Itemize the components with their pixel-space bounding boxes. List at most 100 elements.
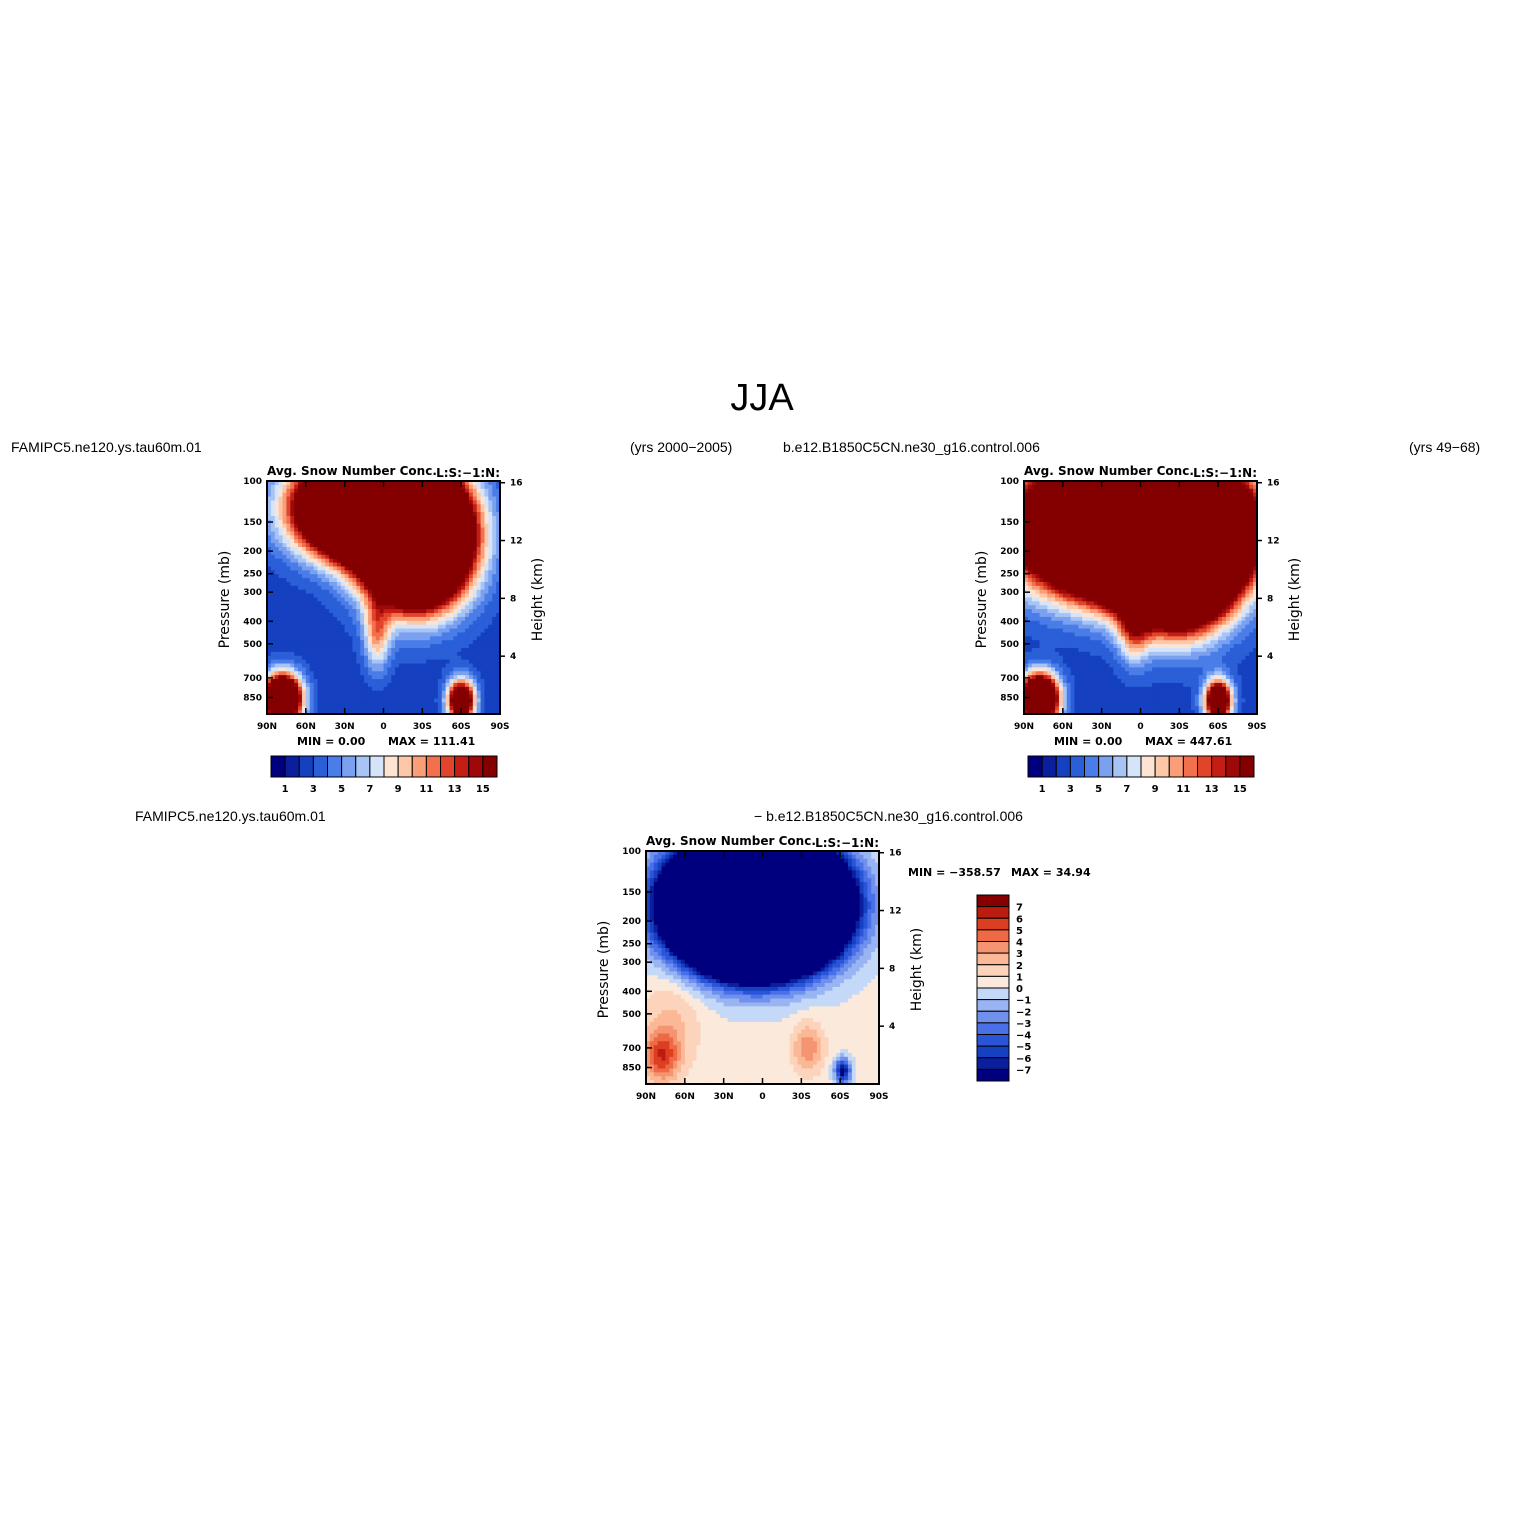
heatmap-cell xyxy=(414,481,420,486)
heatmap-cell xyxy=(480,620,486,626)
heatmap-cell xyxy=(395,519,400,525)
heatmap-cell xyxy=(1159,554,1165,560)
heatmap-cell xyxy=(1121,508,1126,513)
heatmap-cell xyxy=(1031,543,1037,548)
heatmap-cell xyxy=(270,601,276,606)
heatmap-cell xyxy=(379,655,385,661)
heatmap-cell xyxy=(402,531,408,536)
heatmap-cell xyxy=(1229,508,1235,513)
heatmap-cell xyxy=(426,694,431,700)
heatmap-cell xyxy=(352,515,357,521)
heatmap-cell xyxy=(402,640,408,645)
heatmap-cell xyxy=(364,647,369,653)
heatmap-cell xyxy=(1090,543,1095,548)
heatmap-cell xyxy=(1241,527,1246,533)
heatmap-cell xyxy=(449,659,454,665)
heatmap-cell xyxy=(399,593,404,599)
heatmap-cell xyxy=(305,690,311,696)
heatmap-cell xyxy=(348,558,354,564)
heatmap-cell xyxy=(1245,550,1250,556)
heatmap-cell xyxy=(468,523,474,529)
heatmap-cell xyxy=(387,558,392,564)
colorbar-box xyxy=(341,755,357,778)
heatmap-cell xyxy=(317,636,322,641)
heatmap-cell xyxy=(352,663,357,668)
heatmap-cell xyxy=(1082,484,1087,490)
heatmap-cell xyxy=(367,585,373,591)
heatmap-cell xyxy=(333,620,338,626)
heatmap-cell xyxy=(1113,500,1118,505)
heatmap-cell xyxy=(1148,496,1153,502)
heatmap-cell xyxy=(449,504,454,509)
heatmap-cell xyxy=(1167,535,1173,540)
heatmap-cell xyxy=(278,570,284,575)
heatmap-cell xyxy=(340,609,346,614)
heatmap-cell xyxy=(418,535,423,540)
heatmap-cell xyxy=(1214,481,1219,486)
heatmap-cell xyxy=(301,574,307,579)
heatmap-cell xyxy=(1159,539,1165,544)
heatmap-cell xyxy=(395,500,400,505)
heatmap-cell xyxy=(433,636,439,641)
heatmap-cell xyxy=(1202,547,1208,552)
heatmap-cell xyxy=(399,527,404,533)
heatmap-cell xyxy=(282,675,288,680)
heatmap-cell xyxy=(267,624,272,630)
heatmap-cell xyxy=(1117,488,1122,494)
heatmap-cell xyxy=(1090,481,1095,486)
heatmap-cell xyxy=(1031,484,1037,490)
heatmap-cell xyxy=(294,640,299,645)
heatmap-cell xyxy=(383,562,388,568)
heatmap-cell xyxy=(321,690,326,696)
heatmap-cell xyxy=(496,698,500,703)
heatmap-cell xyxy=(333,706,338,711)
heatmap-cell xyxy=(329,640,334,645)
heatmap-cell xyxy=(395,539,400,544)
heatmap-cell xyxy=(484,574,489,579)
heatmap-cell xyxy=(496,593,500,599)
heatmap-cell xyxy=(457,628,462,634)
heatmap-cell xyxy=(414,578,420,583)
heatmap-cell xyxy=(301,636,307,641)
heatmap-cell xyxy=(364,508,369,513)
heatmap-cell xyxy=(480,616,486,622)
heatmap-cell xyxy=(348,702,354,707)
heatmap-cell xyxy=(321,488,326,494)
heatmap-cell xyxy=(270,504,276,509)
heatmap-cell xyxy=(391,620,396,626)
heatmap-cell xyxy=(290,539,295,544)
heatmap-cell xyxy=(383,500,388,505)
heatmap-cell xyxy=(1159,504,1165,509)
heatmap-cell xyxy=(1090,515,1095,521)
heatmap-cell xyxy=(422,609,427,614)
heatmap-cell xyxy=(313,578,319,583)
heatmap-cell xyxy=(1074,515,1079,521)
heatmap-cell xyxy=(313,508,319,513)
heatmap-cell xyxy=(360,481,365,486)
heatmap-cell xyxy=(402,527,408,533)
heatmap-cell xyxy=(282,651,288,657)
heatmap-cell xyxy=(360,519,365,525)
heatmap-cell xyxy=(274,504,280,509)
heatmap-cell xyxy=(305,686,311,692)
heatmap-cell xyxy=(1093,519,1099,525)
heatmap-cell xyxy=(282,620,288,626)
heatmap-cell xyxy=(492,644,497,649)
heatmap-cell xyxy=(309,624,315,630)
heatmap-cell xyxy=(1031,492,1037,498)
heatmap-cell xyxy=(1078,519,1083,525)
heatmap-cell xyxy=(294,481,299,486)
heatmap-cell xyxy=(278,597,284,602)
heatmap-cell xyxy=(282,539,288,544)
heatmap-cell xyxy=(492,496,497,502)
heatmap-cell xyxy=(437,504,443,509)
heatmap-cell xyxy=(1190,539,1196,544)
heatmap-cell xyxy=(267,585,272,591)
heatmap-cell xyxy=(414,655,420,661)
heatmap-cell xyxy=(1062,535,1068,540)
heatmap-cell xyxy=(1035,562,1041,568)
heatmap-cell xyxy=(1039,484,1045,490)
heatmap-cell xyxy=(367,519,373,525)
heatmap-cell xyxy=(294,581,299,587)
heatmap-cell xyxy=(329,671,334,676)
